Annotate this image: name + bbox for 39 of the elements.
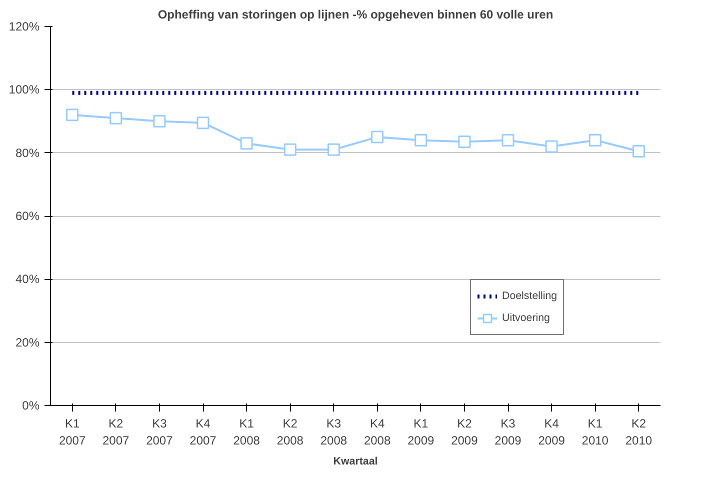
x-tick-label: K3 2009 [494, 416, 522, 448]
chart-title: Opheffing van storingen op lijnen -% opgeheven binnen 60 volle uren [158, 8, 554, 22]
y-tick-label: 40% [15, 272, 40, 286]
y-tick-label: 100% [8, 82, 40, 97]
x-tick-label: K4 2008 [364, 416, 391, 448]
point [153, 115, 166, 128]
point [545, 140, 558, 153]
point [414, 134, 428, 146]
point [458, 136, 471, 148]
x-axis-title: Kwartaal [333, 455, 378, 468]
x-tick-label: K1 2008 [233, 416, 260, 448]
point [502, 134, 514, 146]
point [371, 130, 384, 144]
point [284, 143, 296, 156]
point [240, 137, 253, 150]
point [588, 134, 602, 146]
point [110, 112, 122, 124]
x-tick-label: K2 2009 [451, 416, 478, 448]
x-tick-label: K1 2009 [408, 416, 435, 448]
x-tick-label: K1 2007 [58, 416, 86, 448]
y-tick-label: 0% [22, 398, 40, 412]
x-tick-label: K3 2008 [320, 416, 348, 448]
x-tick-label: K1 2010 [582, 416, 609, 448]
y-tick-label: 80% [15, 146, 40, 160]
legend-label: Doelstelling [502, 290, 558, 302]
x-tick-label: K2 2007 [102, 416, 130, 448]
x-tick-label: K4 2007 [190, 416, 217, 448]
x-tick-label: K2 2008 [276, 416, 304, 448]
point [196, 116, 210, 130]
y-tick-label: 60% [15, 209, 40, 223]
point [327, 143, 340, 156]
legend-label: Uitvoering [502, 312, 550, 324]
point [66, 108, 79, 122]
x-tick-label: K4 2009 [538, 416, 566, 448]
y-tick-label: 20% [15, 335, 40, 350]
point [632, 145, 645, 158]
x-tick-label: K2 2010 [625, 416, 652, 448]
x-tick-label: K3 2007 [146, 416, 174, 448]
y-tick-label: 120% [8, 20, 40, 34]
